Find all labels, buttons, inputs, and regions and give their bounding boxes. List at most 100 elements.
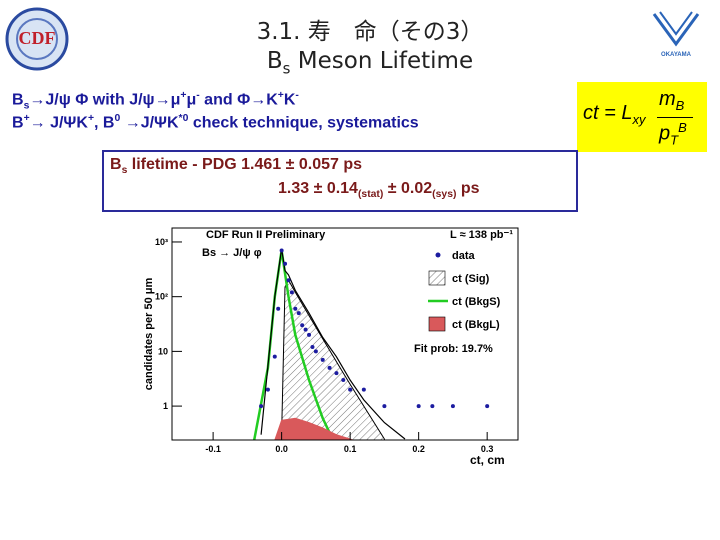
result-box: Bs lifetime - PDG 1.461 ± 0.057 ps 1.33 … <box>102 150 578 212</box>
body-line1: Bs→J/ψ Φ with J/ψ→μ+μ- and Φ→K+K- <box>12 90 299 112</box>
data-point <box>293 306 298 311</box>
legend-marker <box>428 316 446 332</box>
x-tick-label: -0.1 <box>205 444 221 454</box>
text: ps <box>456 180 480 197</box>
text: + <box>87 113 95 124</box>
data-point <box>450 404 455 409</box>
cdf-logo: CDF <box>5 7 69 71</box>
text: + <box>180 90 187 101</box>
data-point <box>334 371 339 376</box>
body-line2: B+→ J/ΨK+, B0 →J/ΨK*0 check technique, s… <box>12 113 419 132</box>
data-point <box>348 387 353 392</box>
text: s <box>282 59 291 78</box>
text: K <box>283 91 296 109</box>
text: lifetime - PDG 1.461 ± 0.057 ps <box>127 156 363 173</box>
text: B <box>110 156 122 173</box>
data-point <box>341 377 346 382</box>
annotation: Fit prob: 19.7% <box>414 343 493 355</box>
data-point <box>300 323 305 328</box>
y-tick-label: 10³ <box>155 237 168 247</box>
x-tick-label: 0.2 <box>412 444 425 454</box>
data-point <box>416 404 421 409</box>
text: (sys) <box>432 189 457 201</box>
text: , B <box>94 114 115 132</box>
text: B <box>12 114 24 132</box>
text: - <box>196 90 200 101</box>
data-point <box>259 404 264 409</box>
text: B <box>266 48 283 74</box>
text: p <box>659 122 671 145</box>
legend-label: ct (Sig) <box>452 273 490 285</box>
plot-area <box>252 248 490 440</box>
text: 1.33 ± 0.14 <box>278 180 358 197</box>
legend-marker <box>435 252 441 258</box>
annotation: L ≈ 138 pb⁻¹ <box>450 229 513 241</box>
legend-marker <box>428 270 446 286</box>
text: xy <box>632 112 646 127</box>
text: B <box>12 91 24 109</box>
data-point <box>272 354 277 359</box>
text: check technique, systematics <box>188 114 419 132</box>
data-point <box>313 349 318 354</box>
title-line2: Bs Meson Lifetime <box>180 48 560 78</box>
data-point <box>279 248 284 253</box>
annotation: Bs → J/ψ φ <box>202 247 262 259</box>
data-point <box>382 404 387 409</box>
text: →J/ΨK <box>120 114 179 132</box>
data-point <box>310 345 315 350</box>
area <box>281 279 385 440</box>
data-point <box>303 327 308 332</box>
text: m <box>659 88 676 110</box>
data-point <box>485 404 490 409</box>
x-tick-label: 0.3 <box>481 444 494 454</box>
data-point <box>361 387 366 392</box>
text: → J/ΨK <box>29 114 88 132</box>
legend-label: ct (BkgL) <box>452 319 500 331</box>
chart-title: CDF Run II Preliminary <box>206 229 326 241</box>
x-tick-label: 0.1 <box>344 444 357 454</box>
data-point <box>265 387 270 392</box>
text: s <box>23 100 30 112</box>
text: B <box>675 98 685 113</box>
text: - <box>295 90 299 101</box>
data-point <box>320 357 325 362</box>
logo-text: CDF <box>19 28 56 48</box>
text: B <box>678 120 687 135</box>
x-axis-label: ct, cm <box>470 453 505 467</box>
text: (stat) <box>357 189 384 201</box>
data-point <box>286 278 291 283</box>
logo-text: OKAYAMA <box>661 52 692 58</box>
y-axis-label: candidates per 50 μm <box>143 278 155 391</box>
area <box>274 417 365 440</box>
data-point <box>327 365 332 370</box>
y-tick-label: 10² <box>155 292 168 302</box>
data-point <box>283 261 288 266</box>
legend-label: ct (BkgS) <box>452 296 501 308</box>
text: + <box>277 90 284 101</box>
text: →J/ψ Φ with J/ψ→μ <box>29 91 181 109</box>
title-line1: 3.1. 寿 命（その3） <box>256 19 484 45</box>
plot-frame <box>171 227 519 441</box>
text: s <box>121 165 128 177</box>
text: T <box>670 132 679 148</box>
text: *0 <box>178 113 189 124</box>
text: μ <box>186 91 197 109</box>
text: and Φ→K <box>199 91 278 109</box>
okayama-logo: OKAYAMA <box>652 11 700 58</box>
text: 0 <box>114 113 121 124</box>
y-tick-label: 10 <box>158 346 168 356</box>
y-tick-label: 1 <box>163 401 168 411</box>
text: + <box>23 113 30 124</box>
data-point <box>289 290 294 295</box>
formula: ct = Lxy mB pTB <box>577 82 707 152</box>
data-point <box>307 332 312 337</box>
x-tick-label: 0.0 <box>275 444 288 454</box>
text: ct = L <box>583 102 633 124</box>
text: Meson Lifetime <box>290 48 474 74</box>
data-point <box>296 311 301 316</box>
text: ± 0.02 <box>383 180 433 197</box>
data-point <box>276 306 281 311</box>
legend-label: data <box>452 250 476 262</box>
